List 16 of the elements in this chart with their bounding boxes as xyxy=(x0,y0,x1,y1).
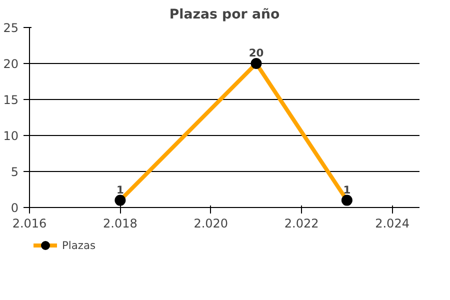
x-tick-label: 2.024 xyxy=(375,216,410,230)
y-tick-label: 15 xyxy=(3,93,19,107)
legend-label: Plazas xyxy=(62,238,96,252)
data-label: 1 xyxy=(116,183,124,196)
chart-title: Plazas por año xyxy=(169,8,280,22)
x-tick-label: 2.022 xyxy=(284,216,319,230)
y-tick-label: 10 xyxy=(3,129,19,143)
x-tick-label: 2.018 xyxy=(103,216,138,230)
x-tick-label: 2.016 xyxy=(12,216,47,230)
y-tick-label: 5 xyxy=(10,165,19,179)
y-tick-label: 0 xyxy=(10,201,19,215)
data-label: 20 xyxy=(248,46,264,60)
y-tick-label: 20 xyxy=(3,57,19,71)
x-tick-label: 2.020 xyxy=(194,216,228,230)
data-label: 1 xyxy=(343,183,351,196)
y-tick-label: 25 xyxy=(3,21,19,35)
